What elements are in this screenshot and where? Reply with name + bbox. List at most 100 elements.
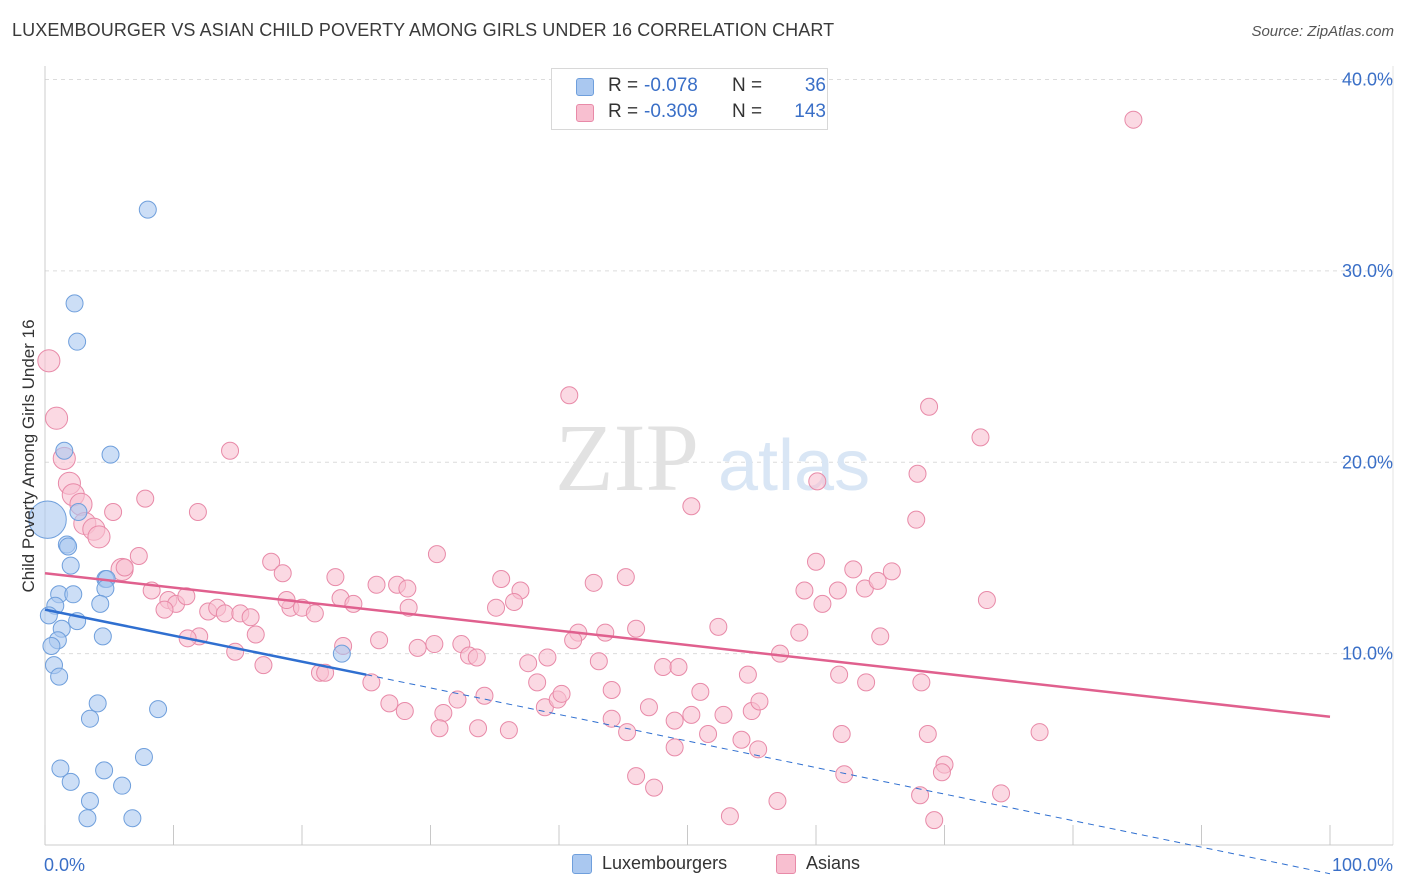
y-tick-label: 30.0% (1342, 261, 1393, 281)
asians-point (750, 692, 769, 711)
luxembourgers-point (42, 636, 61, 655)
luxembourgers-point (113, 776, 132, 795)
x-tick-label: 0.0% (44, 855, 85, 875)
asians-point (709, 617, 728, 636)
asians-point (639, 698, 658, 717)
luxembourgers-point (64, 585, 83, 604)
asians-point (427, 545, 446, 564)
asians-point (262, 552, 281, 571)
asians-point (977, 591, 996, 610)
legend-n-label: N = (732, 101, 763, 122)
watermark: ZIP atlas (555, 404, 870, 511)
asians-point (732, 730, 751, 749)
bottom-legend-label: Asians (806, 853, 861, 873)
luxembourgers-point (96, 579, 115, 598)
asians-point (925, 811, 944, 830)
asians-point (720, 807, 739, 826)
asians-point (871, 627, 890, 646)
asians-point (813, 594, 832, 613)
asians-point (602, 680, 621, 699)
asians-point (832, 725, 851, 744)
asians-point (87, 525, 111, 549)
asians-point (830, 665, 849, 684)
asians-point (367, 575, 386, 594)
asians-point (682, 705, 701, 724)
luxembourgers-point (55, 441, 74, 460)
luxembourgers-point (78, 809, 97, 828)
asians-point (177, 587, 196, 606)
asians-point (45, 406, 69, 430)
legend-r-value: -0.078 (644, 75, 698, 96)
luxembourgers-point (88, 694, 107, 713)
asians-point (188, 503, 207, 522)
asians-point (505, 592, 524, 611)
luxembourgers-point (69, 503, 88, 522)
asians-point (908, 464, 927, 483)
asians-point (469, 719, 488, 738)
asians-point (475, 686, 494, 705)
legend-n-label: N = (732, 75, 763, 96)
asians-point (215, 604, 234, 623)
asians-point (654, 658, 673, 677)
y-tick-label: 10.0% (1342, 644, 1393, 664)
luxembourgers-point (80, 709, 99, 728)
legend-r-value: -0.309 (644, 101, 698, 122)
asians-point (538, 648, 557, 667)
asians-point (487, 598, 506, 617)
asians-point (552, 684, 571, 703)
asians-point (380, 694, 399, 713)
asians-trend-line (44, 572, 1331, 719)
asians-point (627, 767, 646, 786)
asians-point (408, 638, 427, 657)
asians-point (129, 547, 148, 566)
asians-point (362, 673, 381, 692)
asians-point (448, 690, 467, 709)
luxembourgers-point (332, 644, 351, 663)
asians-point (971, 428, 990, 447)
asians-point (911, 786, 930, 805)
luxembourgers-point (93, 627, 112, 646)
asians-point (618, 723, 637, 742)
source-label: Source: ZipAtlas.com (1251, 23, 1394, 40)
asians-point (868, 571, 887, 590)
asians-point (602, 709, 621, 728)
y-tick-label: 40.0% (1342, 70, 1393, 90)
asians-point (246, 625, 265, 644)
asians-point (399, 598, 418, 617)
legend-n-value: 143 (794, 101, 826, 122)
asians-point (807, 552, 825, 571)
luxembourgers-point (61, 556, 80, 575)
asians-point (616, 568, 635, 587)
asians-point (528, 673, 547, 692)
asians-point (907, 510, 926, 529)
bottom-legend-label: Luxembourgers (602, 853, 728, 873)
chart-title: LUXEMBOURGER VS ASIAN CHILD POVERTY AMON… (12, 20, 835, 40)
luxembourgers-point (50, 667, 69, 686)
luxembourgers-points (28, 200, 351, 828)
luxembourgers-point (134, 747, 153, 766)
legend-n-value: 36 (804, 75, 826, 96)
asians-point (665, 738, 684, 757)
correlation-legend: R = -0.078 N = 36 R = -0.309 N = 143 (551, 68, 828, 130)
asians-point (395, 702, 414, 721)
luxembourgers-point (28, 500, 67, 539)
watermark-zip: ZIP (555, 404, 699, 511)
asians-point (492, 569, 511, 588)
asians-points (37, 110, 1143, 830)
asians-point (467, 648, 486, 667)
asians-point (912, 673, 931, 692)
asians-point (665, 711, 684, 730)
asians-point (669, 658, 688, 677)
asians-point (136, 489, 155, 508)
legend-r-label: R = (608, 75, 639, 96)
asians-point (305, 604, 324, 623)
asians-point (519, 654, 538, 673)
asians-point (155, 600, 174, 619)
luxembourgers-point (149, 700, 168, 719)
asians-point (714, 705, 733, 724)
asians-point (564, 631, 583, 650)
luxembourgers-point (95, 761, 114, 780)
luxembourgers-point (59, 537, 78, 556)
asians-point (273, 564, 292, 583)
asians-point (104, 503, 123, 522)
